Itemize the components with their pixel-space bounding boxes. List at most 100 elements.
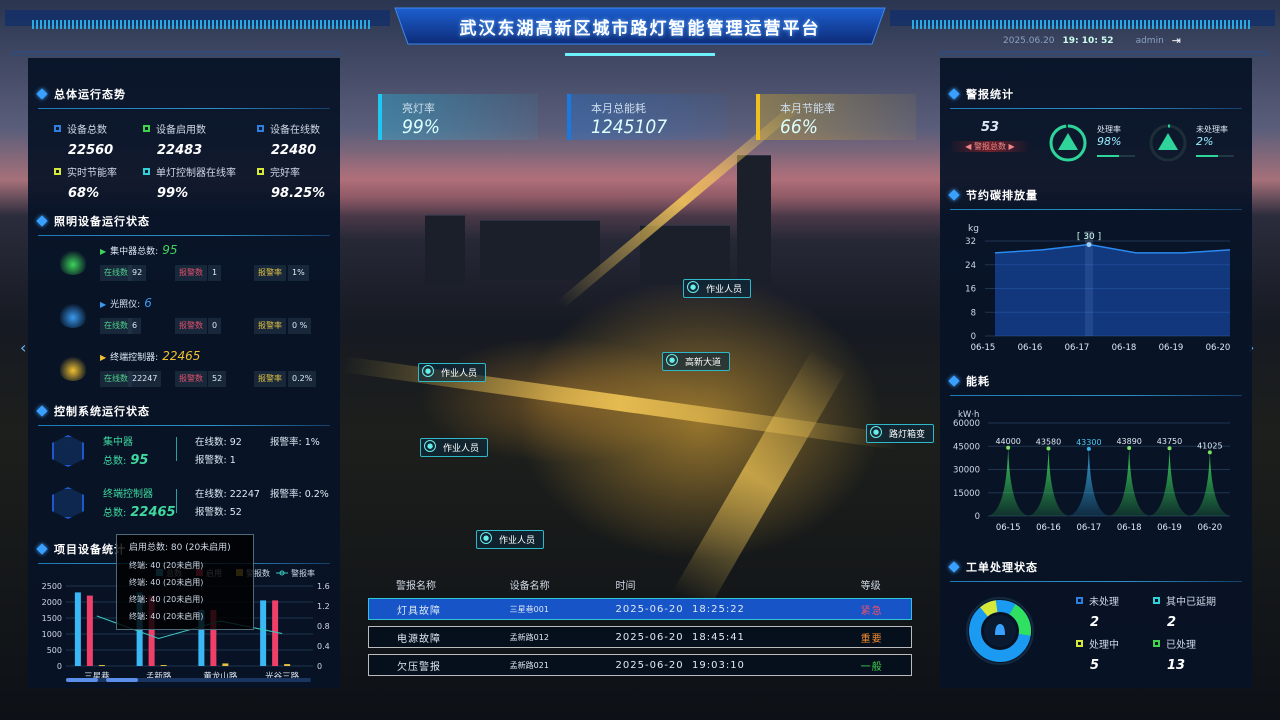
right-panel: 警报统计 53 ◀ 警报总数 ▶ 处理率 98% 未处理率 2% 节约碳排放量 kg… [940,58,1252,688]
bar [74,592,81,666]
table-row[interactable]: 电源故障 孟新路012 2025-06-20 18:45:41 重要 [368,626,912,648]
map-marker[interactable]: ● 路灯箱变 [866,424,935,443]
y-tick-label: 1000 [42,630,62,639]
map-marker[interactable]: ● 高新大道 [662,352,731,371]
chart-scrollbar[interactable] [66,678,311,682]
x-tick-label: 06-19 [1157,523,1182,533]
kpi-card: 本月总能耗 1245107 [567,94,727,140]
location-pin-icon: ● [422,365,434,377]
device-stat-cell: 报警率 [254,371,286,387]
x-tick-label: 06-15 [971,343,996,353]
diamond-icon [36,543,48,555]
energy-bar [1068,448,1109,516]
diamond-icon [36,215,48,227]
energy-bar [1189,452,1230,516]
concentrator-icon [60,249,86,275]
area [995,244,1230,336]
workorder-stat: 未处理 2 [1076,593,1119,630]
y-tick-label: 0 [57,662,62,671]
y-tick-label: 0 [971,332,976,342]
alarm-total: 53 [980,120,1000,135]
y-tick-label: 24 [965,261,976,271]
device-stat-cell: 22247 [128,371,162,387]
location-pin-icon: ● [424,440,436,452]
section-workorder: 工单处理状态 [948,557,1242,582]
map-marker[interactable]: ● 作业人员 [683,279,752,298]
alarm-table: 警报名称 设备名称 时间 等级 灯具故障 三星巷001 2025-06-20 18:… [368,570,912,682]
y-tick-label: 30000 [953,466,980,476]
bar [272,600,279,666]
bar [260,600,267,666]
bar [198,610,205,666]
logout-icon[interactable]: ⇥ [1171,34,1181,47]
location-pin-icon: ● [687,281,699,293]
unhandled-rate-label: 未处理率 [1196,125,1228,134]
y-tick-label: 32 [965,237,976,247]
warning-icon [1158,133,1178,150]
arrow-icon: ▶ [100,300,107,309]
y-axis-label: kg [968,224,979,234]
section-overall: 总体运行态势 [36,84,330,109]
square-icon [54,125,61,132]
diamond-icon [36,88,48,100]
user-name[interactable]: admin [1135,35,1164,46]
carbon-chart: kg 0 8 16 24 32 [ 30 ] 06-15 06-16 06-17 06-18 06-1… [965,224,1231,353]
square-icon [1076,640,1083,647]
device-stat-cell: 0.2% [288,371,317,387]
terminal-controller-icon [60,355,86,381]
peak-point [1167,446,1172,451]
square-icon [143,125,150,132]
device-stat-cell: 在线数 [100,371,132,387]
bar [86,595,93,666]
map-marker[interactable]: ● 作业人员 [476,530,545,549]
table-row[interactable]: 灯具故障 三星巷001 2025-06-20 18:25:22 紧急 [368,598,912,620]
y-tick-label: 1500 [42,614,62,623]
arrow-icon: ▶ [100,247,107,256]
column-header: 设备名称 [509,580,550,592]
warning-icon [1058,133,1078,150]
y-tick-label: 2000 [42,598,62,607]
y-tick-label: 16 [965,285,976,295]
handled-rate-label: 处理率 [1097,125,1121,134]
device-stat-cell: 6 [128,318,142,334]
chart-tooltip: 启用总数: 80 (20未启用) 终端: 40 (20未启用) 终端: 40 (… [116,534,254,630]
peak-point [1006,445,1011,450]
overall-stat: 设备总数 22560 [54,121,113,158]
section-control: 控制系统运行状态 [36,401,330,426]
legend-label: 警报数 [246,568,270,578]
x-tick-label: 06-18 [1112,343,1137,353]
peak-point [1207,450,1212,455]
y2-tick-label: 1.2 [317,602,330,611]
collapse-left-icon[interactable]: ‹ [20,338,27,357]
column-header: 时间 [615,580,636,592]
device-stat-cell: 报警数 [175,318,207,334]
x-tick-label: 06-15 [996,523,1021,533]
diamond-icon [948,189,960,201]
device-stat-cell: 在线数 [100,318,132,334]
x-tick-label: 06-17 [1076,523,1101,533]
square-icon [1153,597,1160,604]
map-marker[interactable]: ● 作业人员 [418,363,487,382]
data-label: 43750 [1157,437,1182,446]
location-pin-icon: ● [480,532,492,544]
section-lighting: 照明设备运行状态 [36,211,330,236]
square-icon [1153,640,1160,647]
energy-bar [988,447,1029,516]
data-label: 43890 [1116,437,1141,446]
x-tick-label: 06-16 [1018,343,1043,353]
section-carbon: 节约碳排放量 [948,185,1242,210]
line [994,243,1231,254]
y-tick-label: 45000 [953,442,980,452]
workorder-stat: 其中已延期 2 [1153,593,1216,630]
energy-bar [1109,447,1150,516]
y-tick-label: 15000 [953,489,980,499]
table-row[interactable]: 欠压警报 孟新路021 2025-06-20 19:03:10 一般 [368,654,912,676]
device-stat-cell: 0 [208,318,222,334]
time-display: 19: 10: 52 [1062,35,1114,46]
map-marker[interactable]: ● 作业人员 [420,438,489,457]
workorder-stat: 处理中 5 [1076,636,1119,673]
peak-point [1046,446,1051,451]
y-tick-label: 60000 [953,419,980,429]
diamond-icon [948,561,960,573]
x-tick-label: 孟新路 [146,671,172,682]
